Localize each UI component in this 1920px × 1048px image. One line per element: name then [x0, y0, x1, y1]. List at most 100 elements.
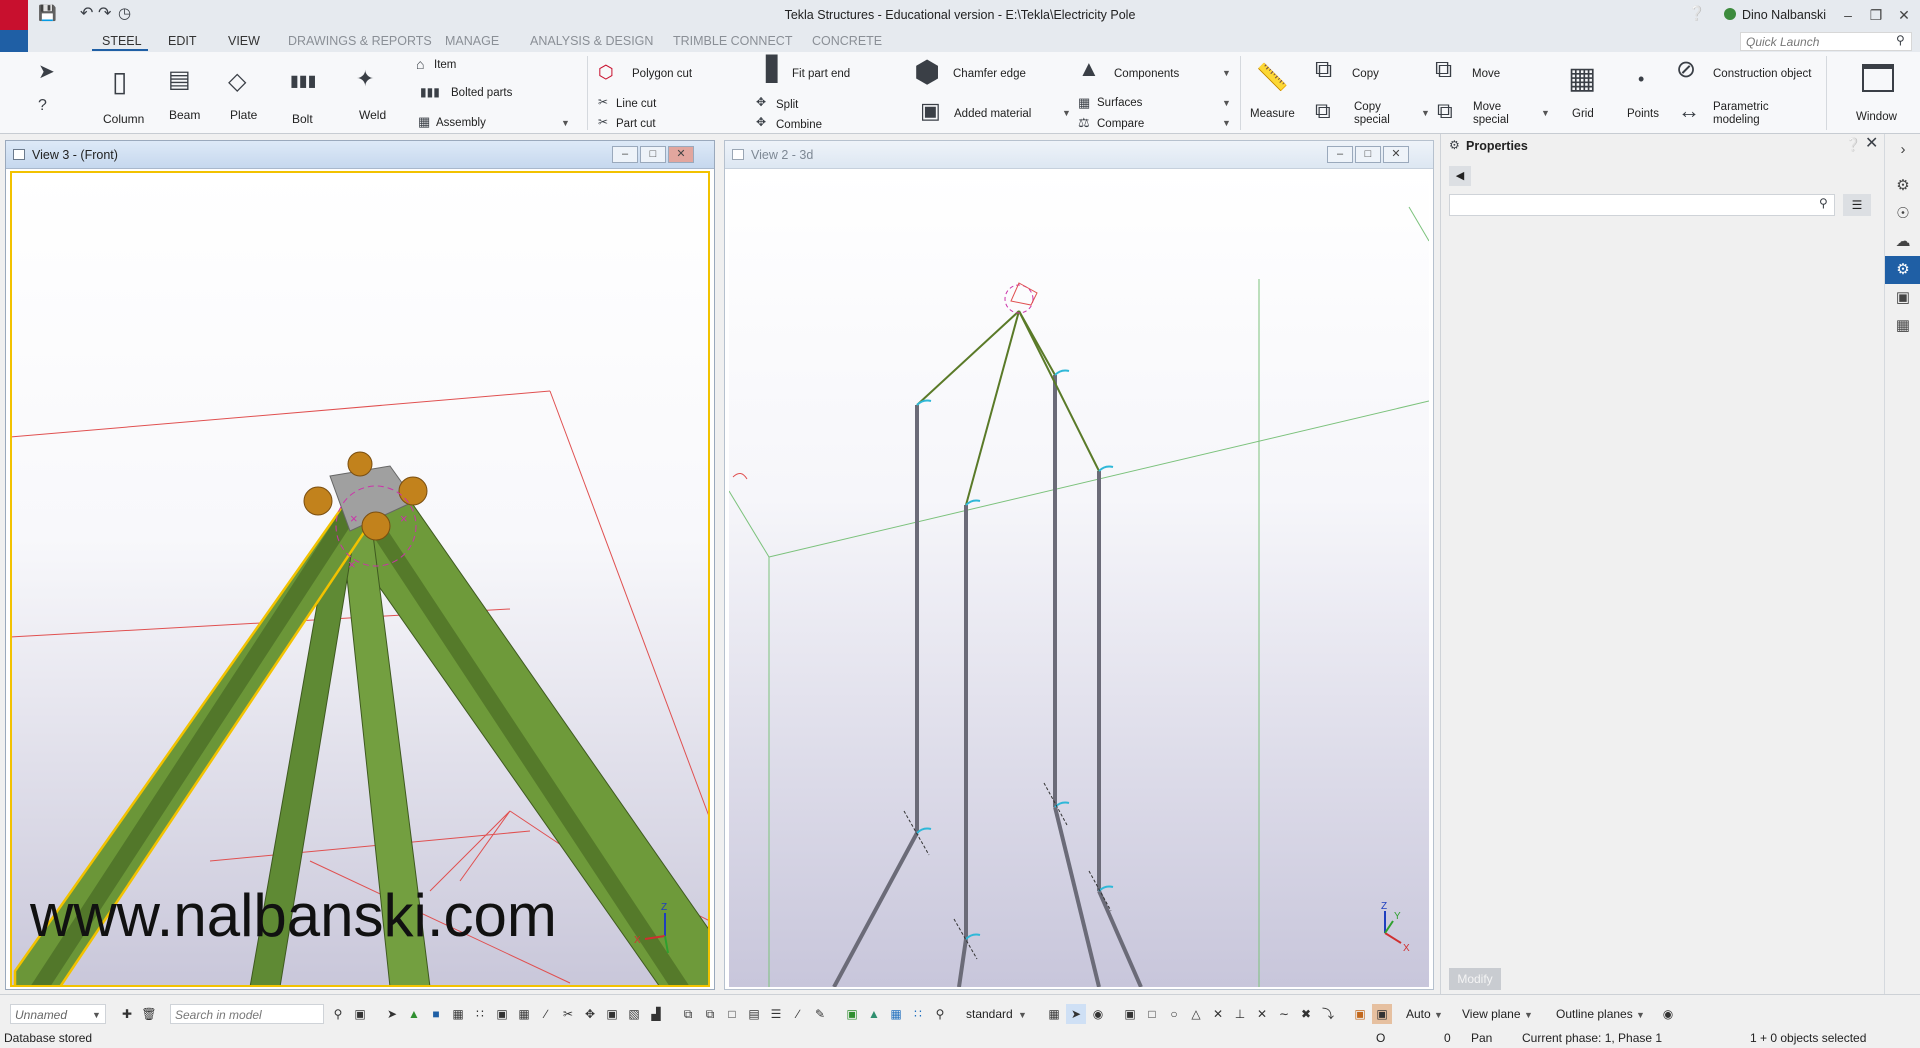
auto-caret[interactable]: ▼ — [1434, 1010, 1443, 1020]
weld-icon[interactable]: ✦ — [356, 66, 375, 91]
minimize-button[interactable]: – — [1844, 7, 1852, 23]
globe-icon[interactable]: ☉ — [1896, 205, 1910, 222]
surfaces-icon[interactable]: ▦ — [1078, 95, 1091, 110]
properties-gear-icon[interactable]: ⚙ — [1885, 256, 1920, 284]
select-edit-icon[interactable]: ✎ — [814, 1007, 826, 1021]
weld-button[interactable]: Weld — [359, 108, 387, 122]
copy-special-icon[interactable]: ⧉ — [1315, 98, 1331, 123]
compare-icon[interactable]: ⚖ — [1078, 115, 1090, 130]
view-2-close-button[interactable]: ✕ — [1383, 146, 1409, 163]
search-icon[interactable]: ⚲ — [333, 1007, 343, 1021]
added-material-dropdown[interactable]: ▼ — [1062, 108, 1071, 118]
delete-icon[interactable]: 🗑 — [141, 1007, 157, 1021]
tekla-logo[interactable] — [0, 0, 28, 30]
restore-button[interactable]: ❐ — [1869, 7, 1883, 23]
select-bolts-icon[interactable]: ▦ — [518, 1007, 530, 1021]
points-icon[interactable]: • — [1638, 69, 1645, 89]
list-view-button[interactable]: ☰ — [1843, 194, 1871, 216]
grid-icon[interactable]: ▦ — [1568, 62, 1597, 95]
snap-line-extension-icon[interactable]: ✕ — [1256, 1007, 1268, 1021]
select-assembly-icon[interactable]: ▟ — [651, 1007, 661, 1021]
select-surfaces-icon[interactable]: ■ — [432, 1007, 440, 1021]
snap-standard-dropdown[interactable]: standard — [966, 1007, 1013, 1021]
line-cut-icon[interactable]: ✂ — [598, 95, 609, 109]
snap-reference-icon[interactable]: ▣ — [1124, 1007, 1136, 1021]
save-icon[interactable]: 💾 — [38, 5, 57, 22]
auto-dropdown[interactable]: Auto — [1406, 1007, 1431, 1021]
points-button[interactable]: Points — [1627, 108, 1659, 120]
select-arrow-icon[interactable]: ➤ — [38, 61, 55, 83]
measure-icon[interactable]: 📏 — [1256, 62, 1289, 92]
item-button[interactable]: Item — [434, 59, 457, 71]
column-icon[interactable]: ▯ — [112, 66, 128, 97]
part-cut-icon[interactable]: ✂ — [598, 115, 609, 129]
view-3-front[interactable]: View 3 - (Front) – □ ✕ — [5, 140, 715, 990]
visibility-eye-icon[interactable]: ◉ — [1662, 1007, 1674, 1021]
snap-perpendicular-icon[interactable]: ⊥ — [1234, 1007, 1246, 1021]
move-special-icon[interactable]: ⧉ — [1437, 98, 1453, 123]
polygon-cut-icon[interactable]: ⬡ — [598, 62, 614, 82]
collapse-arrow-icon[interactable]: › — [1900, 141, 1906, 158]
components-icon[interactable]: ▲ — [1078, 56, 1100, 81]
model-search-input[interactable]: Search in model — [170, 1004, 324, 1024]
assembly-icon[interactable]: ▦ — [418, 114, 431, 129]
move-special-label-1[interactable]: Move — [1473, 101, 1502, 113]
snap-override-icon[interactable]: ▣ — [1372, 1004, 1392, 1024]
compare-dropdown[interactable]: ▼ — [1222, 118, 1231, 128]
zoom-selected-icon[interactable]: ▣ — [354, 1007, 366, 1021]
select-welds-icon[interactable]: ∕ — [544, 1007, 547, 1021]
assembly-button[interactable]: Assembly — [436, 117, 486, 129]
chamfer-edge-button[interactable]: Chamfer edge — [953, 68, 1026, 80]
construction-object-button[interactable]: Construction object — [1713, 68, 1812, 80]
select-lines-icon[interactable]: ∕ — [796, 1007, 799, 1021]
chamfer-edge-icon[interactable]: ⬢ — [914, 56, 941, 89]
snap-nearest-icon[interactable]: ∼ — [1278, 1007, 1290, 1021]
back-button[interactable]: ◀ — [1449, 166, 1471, 186]
help-icon[interactable]: ❔ — [1688, 5, 1706, 21]
select-nested-icon[interactable]: ⧉ — [705, 1007, 715, 1021]
selection-filter-dropdown[interactable]: Unnamed — [10, 1004, 106, 1024]
selection-filter-caret[interactable]: ▼ — [92, 1010, 101, 1020]
snap-geometry-icon[interactable]: □ — [1148, 1007, 1156, 1021]
part-cut-button[interactable]: Part cut — [616, 118, 656, 130]
view-2-maximize-button[interactable]: □ — [1355, 146, 1381, 163]
view-3-canvas[interactable]: × × × Z X — [10, 171, 710, 987]
select-planes-icon[interactable]: ▣ — [606, 1007, 618, 1021]
move-button[interactable]: Move — [1472, 68, 1501, 80]
assembly-dropdown[interactable]: ▼ — [561, 118, 570, 128]
snap-blue-icon[interactable]: ▦ — [890, 1007, 902, 1021]
select-points-icon[interactable]: ∷ — [476, 1007, 484, 1021]
snap-custom-icon[interactable]: ⚲ — [935, 1007, 945, 1021]
window-button[interactable]: Window — [1856, 111, 1897, 123]
tab-view[interactable]: VIEW — [228, 34, 260, 48]
copy-button[interactable]: Copy — [1352, 68, 1379, 80]
compare-button[interactable]: Compare — [1097, 118, 1145, 130]
grid-button[interactable]: Grid — [1572, 108, 1594, 120]
copy-icon[interactable]: ⧉ — [1315, 56, 1333, 83]
beam-icon[interactable]: ▤ — [168, 66, 191, 93]
fit-part-end-button[interactable]: Fit part end — [792, 68, 851, 80]
quick-launch-input[interactable]: Quick Launch — [1740, 32, 1912, 51]
view-3-maximize-button[interactable]: □ — [640, 146, 666, 163]
select-cuts-icon[interactable]: ✂ — [562, 1007, 574, 1021]
help-icon[interactable]: ❔ — [1845, 137, 1862, 152]
plate-button[interactable]: Plate — [230, 108, 258, 122]
select-pour-icon[interactable]: □ — [728, 1007, 736, 1021]
plate-icon[interactable]: ◇ — [228, 68, 247, 95]
outline-planes-caret[interactable]: ▼ — [1636, 1010, 1645, 1020]
close-icon[interactable]: ✕ — [1865, 135, 1879, 152]
components-dropdown[interactable]: ▼ — [1222, 68, 1231, 78]
select-parts-icon[interactable]: ▲ — [408, 1007, 420, 1021]
bolt-icon[interactable]: ▮▮▮ — [290, 73, 317, 90]
copy-special-label-1[interactable]: Copy — [1354, 101, 1381, 113]
outline-planes-dropdown[interactable]: Outline planes — [1556, 1007, 1633, 1021]
fit-part-end-icon[interactable]: ▋ — [766, 56, 785, 83]
item-icon[interactable]: ⌂ — [416, 56, 425, 72]
smart-select-icon[interactable]: ➤ — [1066, 1004, 1086, 1024]
snap-orthogonal-icon[interactable]: ⤵ — [1321, 1007, 1334, 1021]
added-material-button[interactable]: Added material — [954, 108, 1032, 120]
tab-steel[interactable]: STEEL — [102, 34, 142, 48]
tab-edit[interactable]: EDIT — [168, 34, 197, 48]
select-rebar-icon[interactable]: ▤ — [748, 1007, 760, 1021]
snap-circle-icon[interactable]: ○ — [1170, 1007, 1178, 1021]
